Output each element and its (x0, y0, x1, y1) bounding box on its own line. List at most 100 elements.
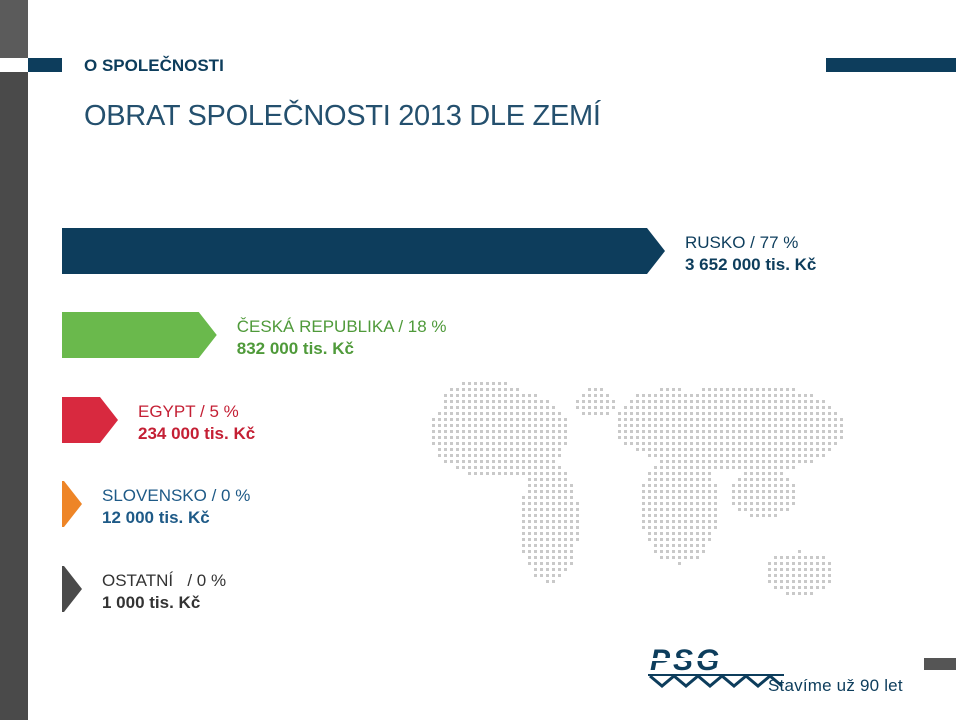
map-dot (654, 550, 657, 553)
map-dot (558, 448, 561, 451)
map-dot (816, 448, 819, 451)
map-dot (822, 568, 825, 571)
map-dot (804, 394, 807, 397)
map-dot (522, 436, 525, 439)
bar-category-label-0: RUSKO / 77 % (685, 233, 798, 252)
map-dot (522, 520, 525, 523)
map-dot (522, 538, 525, 541)
map-dot (480, 412, 483, 415)
map-dot (552, 412, 555, 415)
map-dot (654, 448, 657, 451)
map-dot (474, 466, 477, 469)
map-dot (792, 406, 795, 409)
map-dot (762, 490, 765, 493)
map-dot (672, 460, 675, 463)
map-dot (828, 574, 831, 577)
map-dot (756, 400, 759, 403)
map-dot (774, 484, 777, 487)
map-dot (834, 418, 837, 421)
map-dot (642, 442, 645, 445)
map-dot (534, 550, 537, 553)
map-dot (660, 556, 663, 559)
map-dot (498, 418, 501, 421)
map-dot (810, 568, 813, 571)
map-dot (708, 430, 711, 433)
map-dot (642, 496, 645, 499)
map-dot (540, 412, 543, 415)
map-dot (540, 430, 543, 433)
map-dot (756, 508, 759, 511)
map-dot (666, 394, 669, 397)
map-dot (444, 406, 447, 409)
map-dot (666, 520, 669, 523)
map-dot (672, 394, 675, 397)
map-dot (558, 424, 561, 427)
map-dot (810, 562, 813, 565)
map-dot (552, 484, 555, 487)
bar-1 (62, 312, 217, 358)
map-dot (756, 484, 759, 487)
map-dot (672, 478, 675, 481)
map-dot (546, 460, 549, 463)
map-dot (816, 400, 819, 403)
map-dot (642, 436, 645, 439)
map-dot (672, 472, 675, 475)
map-dot (492, 466, 495, 469)
map-dot (438, 436, 441, 439)
map-dot (558, 472, 561, 475)
map-dot (804, 430, 807, 433)
map-dot (798, 418, 801, 421)
map-dot (732, 400, 735, 403)
map-dot (540, 556, 543, 559)
map-dot (642, 400, 645, 403)
map-dot (534, 418, 537, 421)
map-dot (780, 436, 783, 439)
map-dot (750, 478, 753, 481)
map-dot (534, 394, 537, 397)
map-dot (654, 442, 657, 445)
map-dot (684, 544, 687, 547)
map-dot (768, 478, 771, 481)
map-dot (552, 460, 555, 463)
map-dot (462, 412, 465, 415)
map-dot (540, 502, 543, 505)
map-dot (504, 436, 507, 439)
map-dot (480, 382, 483, 385)
map-dot (486, 412, 489, 415)
map-dot (792, 388, 795, 391)
map-dot (474, 400, 477, 403)
map-dot (648, 484, 651, 487)
map-dot (552, 532, 555, 535)
map-dot (816, 556, 819, 559)
map-dot (564, 568, 567, 571)
map-dot (534, 460, 537, 463)
map-dot (570, 484, 573, 487)
map-dot (816, 418, 819, 421)
map-dot (516, 436, 519, 439)
map-dot (552, 418, 555, 421)
map-dot (714, 490, 717, 493)
map-dot (444, 394, 447, 397)
map-dot (786, 394, 789, 397)
map-dot (780, 448, 783, 451)
map-dot (792, 394, 795, 397)
map-dot (792, 484, 795, 487)
map-dot (570, 520, 573, 523)
map-dot (504, 418, 507, 421)
map-dot (552, 556, 555, 559)
map-dot (696, 448, 699, 451)
map-dot (648, 424, 651, 427)
map-dot (588, 406, 591, 409)
map-dot (774, 562, 777, 565)
map-dot (540, 448, 543, 451)
map-dot (624, 406, 627, 409)
map-dot (666, 514, 669, 517)
map-dot (486, 400, 489, 403)
map-dot (624, 442, 627, 445)
map-dot (774, 436, 777, 439)
map-dot (672, 442, 675, 445)
map-dot (504, 442, 507, 445)
map-dot (762, 508, 765, 511)
map-dot (714, 394, 717, 397)
map-dot (516, 472, 519, 475)
